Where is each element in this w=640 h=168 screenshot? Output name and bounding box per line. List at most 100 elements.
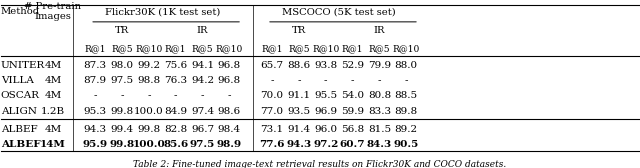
Text: -: - bbox=[378, 76, 381, 85]
Text: 1.2B: 1.2B bbox=[41, 107, 65, 116]
Text: 59.9: 59.9 bbox=[341, 107, 364, 116]
Text: 87.9: 87.9 bbox=[84, 76, 107, 85]
Text: TR: TR bbox=[115, 26, 129, 35]
Text: -: - bbox=[147, 91, 150, 100]
Text: 97.5: 97.5 bbox=[111, 76, 134, 85]
Text: IR: IR bbox=[196, 26, 208, 35]
Text: IR: IR bbox=[374, 26, 385, 35]
Text: 99.8: 99.8 bbox=[138, 125, 161, 134]
Text: Method: Method bbox=[1, 7, 40, 16]
Text: R@1: R@1 bbox=[261, 45, 283, 53]
Text: 87.3: 87.3 bbox=[84, 61, 107, 70]
Text: R@10: R@10 bbox=[312, 45, 339, 53]
Text: 95.3: 95.3 bbox=[84, 107, 107, 116]
Text: 70.0: 70.0 bbox=[260, 91, 284, 100]
Text: -: - bbox=[201, 91, 204, 100]
Text: # Pre-train
Images: # Pre-train Images bbox=[24, 2, 82, 21]
Text: TR: TR bbox=[292, 26, 306, 35]
Text: 93.5: 93.5 bbox=[287, 107, 310, 116]
Text: R@5: R@5 bbox=[369, 45, 390, 53]
Text: UNITER: UNITER bbox=[1, 61, 45, 70]
Text: Table 2: Fine-tuned image-text retrieval results on Flickr30K and COCO datasets.: Table 2: Fine-tuned image-text retrieval… bbox=[133, 160, 507, 168]
Text: 100.0: 100.0 bbox=[132, 140, 165, 149]
Text: -: - bbox=[297, 76, 301, 85]
Text: 81.5: 81.5 bbox=[368, 125, 391, 134]
Text: 99.2: 99.2 bbox=[138, 61, 161, 70]
Text: 84.9: 84.9 bbox=[164, 107, 188, 116]
Text: 4M: 4M bbox=[44, 125, 61, 134]
Text: 52.9: 52.9 bbox=[341, 61, 364, 70]
Text: -: - bbox=[270, 76, 274, 85]
Text: -: - bbox=[174, 91, 177, 100]
Text: R@5: R@5 bbox=[192, 45, 213, 53]
Text: 95.5: 95.5 bbox=[314, 91, 337, 100]
Text: R@5: R@5 bbox=[111, 45, 133, 53]
Text: -: - bbox=[120, 91, 124, 100]
Text: 84.3: 84.3 bbox=[367, 140, 392, 149]
Text: 99.4: 99.4 bbox=[111, 125, 134, 134]
Text: 100.0: 100.0 bbox=[134, 107, 164, 116]
Text: R@10: R@10 bbox=[135, 45, 163, 53]
Text: 82.8: 82.8 bbox=[164, 125, 188, 134]
Text: 96.8: 96.8 bbox=[218, 76, 241, 85]
Text: -: - bbox=[351, 76, 355, 85]
Text: Flickr30K (1K test set): Flickr30K (1K test set) bbox=[104, 7, 220, 16]
Text: 96.7: 96.7 bbox=[191, 125, 214, 134]
Text: 91.1: 91.1 bbox=[287, 91, 310, 100]
Text: 77.0: 77.0 bbox=[260, 107, 284, 116]
Text: -: - bbox=[324, 76, 328, 85]
Text: 14M: 14M bbox=[40, 140, 66, 149]
Text: -: - bbox=[404, 76, 408, 85]
Text: 88.6: 88.6 bbox=[287, 61, 310, 70]
Text: 83.3: 83.3 bbox=[368, 107, 391, 116]
Text: 85.6: 85.6 bbox=[163, 140, 188, 149]
Text: 80.8: 80.8 bbox=[368, 91, 391, 100]
Text: 77.6: 77.6 bbox=[259, 140, 285, 149]
Text: R@10: R@10 bbox=[216, 45, 243, 53]
Text: MSCOCO (5K test set): MSCOCO (5K test set) bbox=[282, 7, 396, 16]
Text: 75.6: 75.6 bbox=[164, 61, 188, 70]
Text: OSCAR: OSCAR bbox=[1, 91, 40, 100]
Text: 95.9: 95.9 bbox=[83, 140, 108, 149]
Text: 4M: 4M bbox=[44, 91, 61, 100]
Text: 98.9: 98.9 bbox=[217, 140, 242, 149]
Text: -: - bbox=[93, 91, 97, 100]
Text: 97.2: 97.2 bbox=[313, 140, 339, 149]
Text: 54.0: 54.0 bbox=[341, 91, 364, 100]
Text: 4M: 4M bbox=[44, 76, 61, 85]
Text: 91.4: 91.4 bbox=[287, 125, 310, 134]
Text: R@10: R@10 bbox=[392, 45, 420, 53]
Text: 79.9: 79.9 bbox=[368, 61, 391, 70]
Text: 99.8: 99.8 bbox=[111, 107, 134, 116]
Text: R@1: R@1 bbox=[342, 45, 364, 53]
Text: 4M: 4M bbox=[44, 61, 61, 70]
Text: 93.8: 93.8 bbox=[314, 61, 337, 70]
Text: 98.4: 98.4 bbox=[218, 125, 241, 134]
Text: 99.8: 99.8 bbox=[109, 140, 134, 149]
Text: ALIGN: ALIGN bbox=[1, 107, 36, 116]
Text: ALBEF: ALBEF bbox=[1, 125, 37, 134]
Text: 88.0: 88.0 bbox=[395, 61, 418, 70]
Text: 96.0: 96.0 bbox=[314, 125, 337, 134]
Text: 94.2: 94.2 bbox=[191, 76, 214, 85]
Text: 88.5: 88.5 bbox=[395, 91, 418, 100]
Text: 98.6: 98.6 bbox=[218, 107, 241, 116]
Text: VILLA: VILLA bbox=[1, 76, 33, 85]
Text: R@5: R@5 bbox=[288, 45, 310, 53]
Text: 73.1: 73.1 bbox=[260, 125, 284, 134]
Text: ALBEF: ALBEF bbox=[1, 140, 40, 149]
Text: 97.4: 97.4 bbox=[191, 107, 214, 116]
Text: 98.8: 98.8 bbox=[138, 76, 161, 85]
Text: 96.8: 96.8 bbox=[218, 61, 241, 70]
Text: R@1: R@1 bbox=[84, 45, 106, 53]
Text: 89.2: 89.2 bbox=[395, 125, 418, 134]
Text: R@1: R@1 bbox=[165, 45, 186, 53]
Text: 96.9: 96.9 bbox=[314, 107, 337, 116]
Text: 65.7: 65.7 bbox=[260, 61, 284, 70]
Text: 98.0: 98.0 bbox=[111, 61, 134, 70]
Text: 97.5: 97.5 bbox=[190, 140, 215, 149]
Text: 89.8: 89.8 bbox=[395, 107, 418, 116]
Text: 90.5: 90.5 bbox=[394, 140, 419, 149]
Text: 60.7: 60.7 bbox=[340, 140, 365, 149]
Text: 76.3: 76.3 bbox=[164, 76, 188, 85]
